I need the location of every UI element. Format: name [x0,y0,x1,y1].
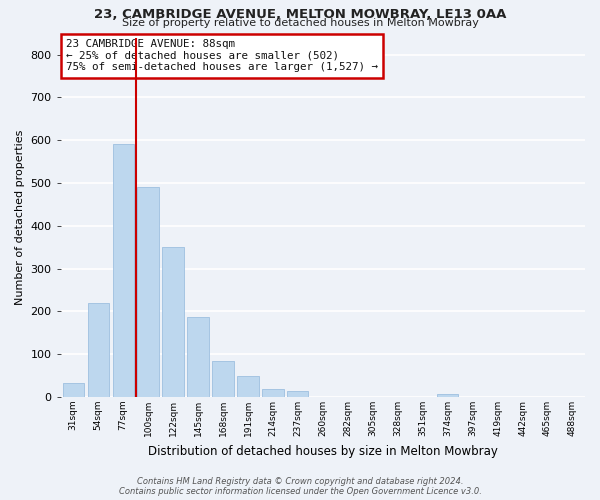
Bar [262,390,284,397]
Text: Contains HM Land Registry data © Crown copyright and database right 2024.
Contai: Contains HM Land Registry data © Crown c… [119,476,481,496]
Bar [212,360,233,397]
Bar [137,188,159,397]
Bar [62,383,84,397]
Bar [437,394,458,397]
Text: 23 CAMBRIDGE AVENUE: 88sqm
← 25% of detached houses are smaller (502)
75% of sem: 23 CAMBRIDGE AVENUE: 88sqm ← 25% of deta… [66,40,378,72]
Bar [238,376,259,397]
X-axis label: Distribution of detached houses by size in Melton Mowbray: Distribution of detached houses by size … [148,444,498,458]
Text: 23, CAMBRIDGE AVENUE, MELTON MOWBRAY, LE13 0AA: 23, CAMBRIDGE AVENUE, MELTON MOWBRAY, LE… [94,8,506,20]
Bar [88,303,109,397]
Bar [187,316,209,397]
Y-axis label: Number of detached properties: Number of detached properties [15,130,25,305]
Bar [163,247,184,397]
Bar [113,144,134,397]
Text: Size of property relative to detached houses in Melton Mowbray: Size of property relative to detached ho… [122,18,478,28]
Bar [287,392,308,397]
